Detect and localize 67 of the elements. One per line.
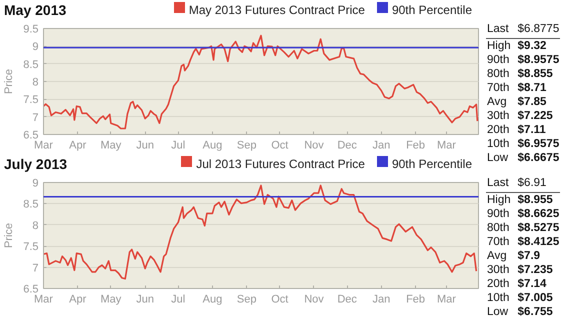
y-tick-label: 9.5	[23, 24, 39, 36]
x-tick-label: Jun	[136, 294, 154, 306]
x-tick-label: Nov	[304, 140, 324, 152]
x-tick-label: Feb	[406, 140, 426, 152]
x-tick-label: Oct	[271, 294, 288, 306]
chart-title: July 2013	[4, 156, 68, 172]
y-tick-label: 8	[32, 220, 39, 232]
text: 70th $8.71	[486, 81, 548, 95]
x-tick-label: Sep	[236, 140, 256, 152]
text: 20th $7.11	[486, 123, 547, 137]
y-tick-label: 8.5	[23, 198, 39, 211]
x-tick-label: Mar	[34, 140, 54, 152]
x-tick-label: Nov	[304, 294, 324, 306]
text: Avg $7.9	[486, 249, 542, 263]
legend-label: May 2013 Futures Contract Price	[188, 2, 365, 19]
y-axis-title: Price	[3, 68, 16, 94]
y-tick-label: 7.5	[23, 94, 39, 106]
text: Last $6.91	[486, 176, 548, 191]
legend-label: 90th Percentile	[392, 156, 472, 173]
x-tick-label: Mar	[437, 294, 456, 306]
x-tick-label: Dec	[337, 294, 358, 306]
x-tick-label: Feb	[406, 294, 426, 306]
x-tick-label: Jun	[136, 140, 154, 152]
x-tick-label: Jan	[372, 294, 390, 306]
text: 80th $8.855	[486, 67, 554, 81]
x-tick-label: Apr	[69, 294, 87, 306]
text: Low $6.6675	[486, 151, 560, 165]
chart-title: May 2013	[4, 2, 66, 18]
text: 80th $8.5275	[486, 221, 560, 235]
text: 10th $6.9575	[486, 137, 560, 151]
y-tick-label: 7	[32, 112, 39, 124]
x-tick-label: Oct	[271, 140, 288, 152]
legend-label: 90th Percentile	[392, 2, 472, 19]
text: High $8.955	[486, 193, 554, 207]
text: 30th $7.225	[486, 109, 554, 123]
x-tick-label: Aug	[202, 140, 222, 152]
x-tick-label: Jan	[372, 140, 390, 152]
x-tick-label: Jul	[171, 140, 186, 152]
text: 30th $7.235	[486, 263, 554, 277]
text: High $9.32	[486, 39, 548, 53]
text: 20th $7.14	[486, 277, 548, 291]
x-tick-label: Dec	[337, 140, 358, 152]
legend-label: Jul 2013 Futures Contract Price	[196, 156, 365, 173]
x-tick-label: Mar	[437, 140, 456, 152]
x-tick-label: Aug	[202, 294, 222, 306]
x-tick-label: May	[100, 140, 122, 152]
y-tick-label: 8	[32, 76, 39, 88]
x-tick-label: Jul	[171, 294, 186, 306]
y-tick-label: 9	[32, 178, 39, 190]
y-tick-label: 6.5	[23, 130, 39, 142]
x-tick-label: Sep	[236, 294, 256, 306]
y-tick-label: 7.5	[23, 241, 39, 254]
text: 90th $8.9575	[486, 53, 560, 67]
text: 10th $7.005	[486, 291, 554, 305]
y-tick-label: 6.5	[23, 284, 39, 296]
x-tick-label: Apr	[69, 140, 87, 152]
x-tick-label: Mar	[34, 294, 54, 306]
text: Last $6.8775	[486, 22, 560, 37]
y-tick-label: 8.5	[23, 58, 39, 71]
y-tick-label: 9	[32, 41, 39, 54]
text: Avg $7.85	[486, 95, 548, 109]
text: 90th $8.6625	[486, 207, 560, 221]
text: Low $6.755	[486, 305, 554, 319]
text: 70th $8.4125	[486, 235, 560, 249]
y-tick-label: 7	[32, 262, 39, 274]
x-tick-label: May	[100, 294, 122, 306]
y-axis-title: Price	[3, 222, 16, 248]
